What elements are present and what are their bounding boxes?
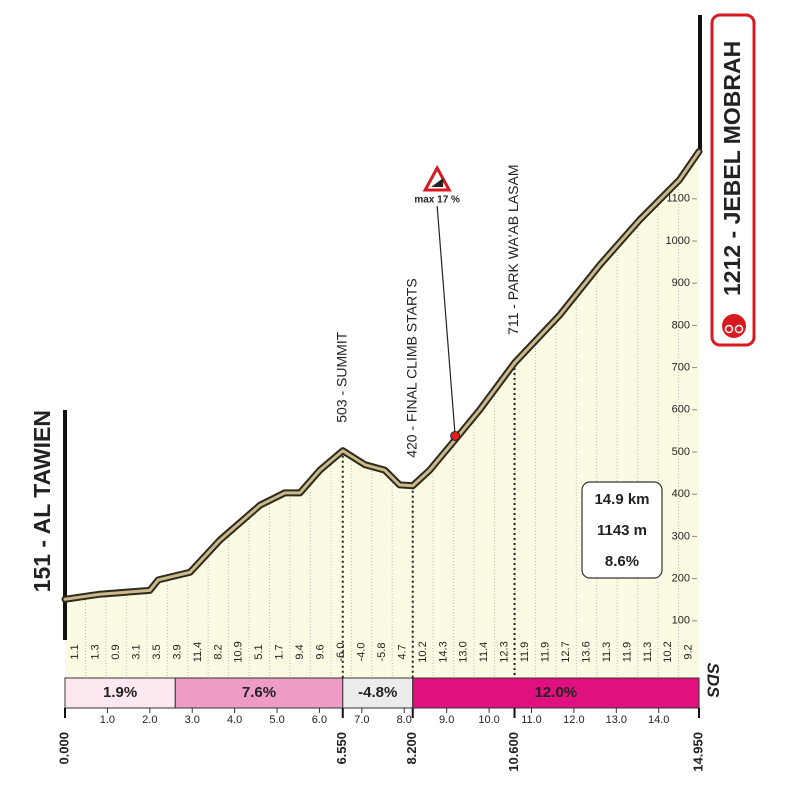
segment-gradient: 1.3 (90, 644, 102, 659)
key-x-tick-label: 14.950 (690, 732, 705, 772)
y-tick-label: 100 (672, 615, 690, 627)
point-label: 420 - FINAL CLIMB STARTS (403, 278, 419, 457)
x-tick-label: 1.0 (100, 714, 115, 726)
stat: 14.9 km (594, 491, 649, 508)
max-gradient-label: max 17 % (414, 195, 460, 206)
segment-gradient: 13.0 (458, 641, 470, 662)
segment-gradient: 11.3 (601, 642, 613, 663)
profile-line (63, 150, 701, 601)
y-tick-label: 800 (672, 319, 690, 331)
sector-label: -4.8% (358, 684, 397, 701)
sector-label: 12.0% (535, 684, 578, 701)
y-tick-label: 300 (672, 530, 690, 542)
segment-gradient: 13.6 (580, 641, 592, 662)
finish-label: 1212 - JEBEL MOBRAH (719, 41, 745, 296)
x-tick-label: 14.0 (648, 714, 669, 726)
key-x-tick-label: 0.000 (56, 732, 71, 765)
finish-icon (722, 314, 746, 338)
segment-gradient: -5.8 (376, 643, 388, 662)
start-label: 151 - AL TAWIEN (29, 410, 55, 592)
finish-icon (724, 324, 734, 334)
key-x-tick-label: 8.200 (404, 732, 419, 765)
y-tick-label: 900 (672, 277, 690, 289)
gradient-sector (64, 677, 176, 709)
segment-gradient: 10.2 (417, 641, 429, 662)
x-tick-label: 5.0 (269, 714, 284, 726)
segment-gradient: 11.4 (478, 642, 490, 663)
x-tick-label: 6.0 (312, 714, 327, 726)
segment-gradient: 3.5 (151, 644, 163, 659)
segment-gradient: 11.9 (621, 642, 633, 663)
segment-gradient: 10.9 (233, 641, 245, 662)
segment-gradient: 5.1 (253, 644, 265, 659)
profile-area (65, 151, 699, 678)
max-gradient-line (436, 205, 456, 437)
y-tick-label: 200 (672, 573, 690, 585)
gradient-sector (174, 677, 344, 709)
x-tick-label: 2.0 (142, 714, 157, 726)
key-x-tick-label: 10.600 (506, 732, 521, 772)
segment-gradient: -4.0 (355, 643, 367, 662)
segment-gradient: 9.6 (315, 644, 327, 659)
max-gradient-icon (422, 164, 452, 192)
segment-gradient: 11.4 (192, 642, 204, 663)
y-tick-label: 1000 (666, 235, 690, 247)
segment-gradient: 0.9 (110, 644, 122, 659)
segment-gradient: 11.3 (642, 642, 654, 663)
logo: SDS (704, 663, 723, 699)
finish-box (710, 13, 756, 347)
max-gradient-icon (431, 178, 444, 187)
max-gradient-point (450, 430, 461, 441)
y-tick-label: 500 (672, 446, 690, 458)
x-tick-label: 11.0 (521, 714, 542, 726)
point-label: 503 - SUMMIT (333, 331, 349, 422)
segment-gradient: 9.2 (683, 644, 695, 659)
x-tick-label: 4.0 (227, 714, 242, 726)
gradient-sector (412, 677, 700, 709)
segment-gradient: -6.0 (335, 643, 347, 662)
y-tick-label: 700 (672, 362, 690, 374)
stat: 8.6% (605, 553, 639, 570)
segment-gradient: 10.2 (662, 641, 674, 662)
segment-gradient: 4.7 (396, 644, 408, 659)
y-tick-label: 400 (672, 488, 690, 500)
segment-gradient: 8.2 (212, 644, 224, 659)
segment-gradient: 12.7 (560, 641, 572, 662)
stats-box (581, 481, 663, 579)
segment-gradient: 1.7 (274, 644, 286, 659)
segment-gradient: 14.3 (437, 641, 449, 662)
segment-gradient: 3.1 (130, 644, 142, 659)
x-tick-label: 8.0 (397, 714, 412, 726)
segment-gradient: 3.9 (171, 644, 183, 659)
finish-icon (734, 324, 744, 334)
y-tick-label: 1100 (666, 193, 690, 205)
x-tick-label: 12.0 (563, 714, 584, 726)
x-tick-label: 3.0 (185, 714, 200, 726)
segment-gradient: 12.3 (499, 641, 511, 662)
gradient-sector (342, 677, 414, 709)
key-x-tick-label: 6.550 (334, 732, 349, 765)
x-tick-label: 10.0 (478, 714, 499, 726)
sector-label: 1.9% (103, 684, 137, 701)
segment-gradient: 11.9 (540, 642, 552, 663)
x-tick-label: 7.0 (354, 714, 369, 726)
x-tick-label: 9.0 (439, 714, 454, 726)
segment-gradient: 9.4 (294, 644, 306, 659)
segment-gradient: 11.9 (519, 642, 531, 663)
stat: 1143 m (597, 522, 647, 539)
segment-gradient: 1.1 (69, 644, 81, 659)
sector-label: 7.6% (242, 684, 276, 701)
y-tick-label: 600 (672, 404, 690, 416)
point-label: 711 - PARK WA'AB LASAM (505, 164, 521, 334)
x-tick-label: 13.0 (606, 714, 627, 726)
